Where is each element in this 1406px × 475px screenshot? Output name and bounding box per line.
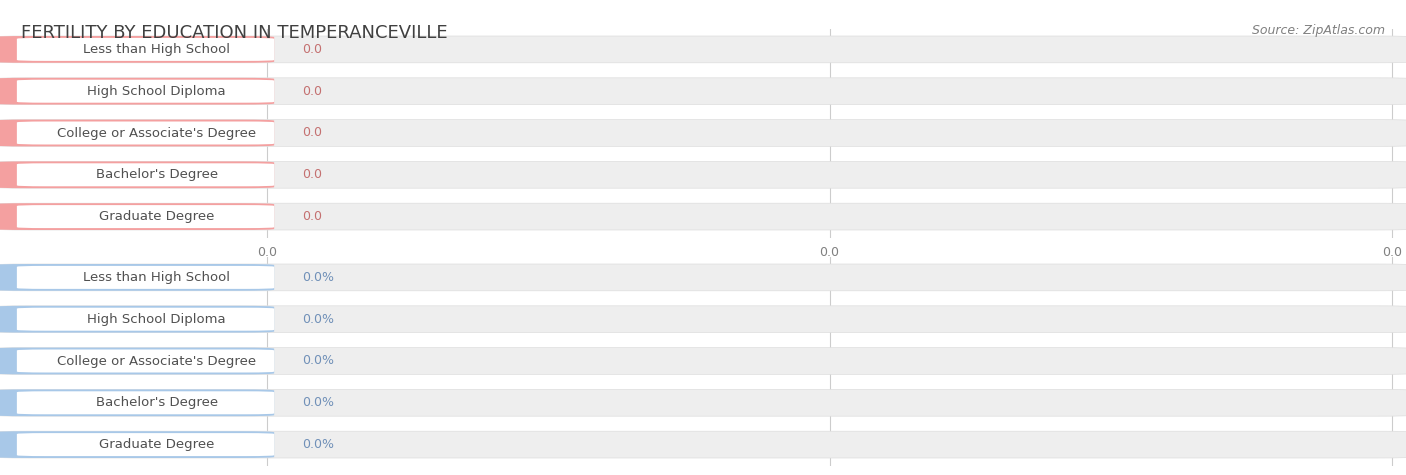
Text: 0.0%: 0.0% bbox=[302, 354, 335, 368]
FancyBboxPatch shape bbox=[0, 264, 274, 291]
FancyBboxPatch shape bbox=[0, 36, 1406, 63]
Text: Less than High School: Less than High School bbox=[83, 43, 231, 56]
Text: Less than High School: Less than High School bbox=[83, 271, 231, 284]
Text: 0.0%: 0.0% bbox=[252, 474, 283, 475]
Text: 0.0%: 0.0% bbox=[302, 438, 335, 451]
Text: 0.0%: 0.0% bbox=[814, 474, 845, 475]
Text: 0.0: 0.0 bbox=[257, 246, 277, 259]
FancyBboxPatch shape bbox=[17, 350, 274, 372]
Text: 0.0%: 0.0% bbox=[302, 313, 335, 326]
Text: 0.0: 0.0 bbox=[1382, 246, 1402, 259]
FancyBboxPatch shape bbox=[17, 433, 274, 456]
FancyBboxPatch shape bbox=[0, 162, 274, 188]
FancyBboxPatch shape bbox=[17, 308, 274, 331]
Text: 0.0: 0.0 bbox=[302, 85, 322, 98]
Text: 0.0%: 0.0% bbox=[302, 396, 335, 409]
FancyBboxPatch shape bbox=[0, 306, 274, 332]
Text: Graduate Degree: Graduate Degree bbox=[98, 438, 215, 451]
Text: Source: ZipAtlas.com: Source: ZipAtlas.com bbox=[1251, 24, 1385, 37]
Text: Graduate Degree: Graduate Degree bbox=[98, 210, 215, 223]
FancyBboxPatch shape bbox=[0, 120, 1406, 146]
FancyBboxPatch shape bbox=[17, 391, 274, 414]
FancyBboxPatch shape bbox=[0, 431, 1406, 458]
FancyBboxPatch shape bbox=[0, 306, 1406, 332]
FancyBboxPatch shape bbox=[0, 78, 274, 104]
FancyBboxPatch shape bbox=[0, 390, 1406, 416]
Text: 0.0: 0.0 bbox=[302, 43, 322, 56]
FancyBboxPatch shape bbox=[0, 36, 274, 63]
Text: High School Diploma: High School Diploma bbox=[87, 85, 226, 98]
FancyBboxPatch shape bbox=[17, 205, 274, 228]
FancyBboxPatch shape bbox=[0, 203, 1406, 230]
Text: 0.0%: 0.0% bbox=[1376, 474, 1406, 475]
FancyBboxPatch shape bbox=[17, 163, 274, 186]
FancyBboxPatch shape bbox=[0, 162, 1406, 188]
FancyBboxPatch shape bbox=[0, 390, 274, 416]
FancyBboxPatch shape bbox=[0, 203, 274, 230]
Text: Bachelor's Degree: Bachelor's Degree bbox=[96, 168, 218, 181]
Text: College or Associate's Degree: College or Associate's Degree bbox=[58, 126, 256, 140]
FancyBboxPatch shape bbox=[17, 80, 274, 103]
FancyBboxPatch shape bbox=[0, 348, 1406, 374]
Text: Bachelor's Degree: Bachelor's Degree bbox=[96, 396, 218, 409]
Text: High School Diploma: High School Diploma bbox=[87, 313, 226, 326]
FancyBboxPatch shape bbox=[17, 266, 274, 289]
FancyBboxPatch shape bbox=[17, 122, 274, 144]
FancyBboxPatch shape bbox=[0, 78, 1406, 104]
FancyBboxPatch shape bbox=[17, 38, 274, 61]
Text: 0.0: 0.0 bbox=[302, 126, 322, 140]
FancyBboxPatch shape bbox=[0, 348, 274, 374]
Text: 0.0: 0.0 bbox=[302, 168, 322, 181]
Text: College or Associate's Degree: College or Associate's Degree bbox=[58, 354, 256, 368]
FancyBboxPatch shape bbox=[0, 431, 274, 458]
Text: 0.0%: 0.0% bbox=[302, 271, 335, 284]
Text: 0.0: 0.0 bbox=[820, 246, 839, 259]
FancyBboxPatch shape bbox=[0, 264, 1406, 291]
Text: FERTILITY BY EDUCATION IN TEMPERANCEVILLE: FERTILITY BY EDUCATION IN TEMPERANCEVILL… bbox=[21, 24, 447, 42]
Text: 0.0: 0.0 bbox=[302, 210, 322, 223]
FancyBboxPatch shape bbox=[0, 120, 274, 146]
